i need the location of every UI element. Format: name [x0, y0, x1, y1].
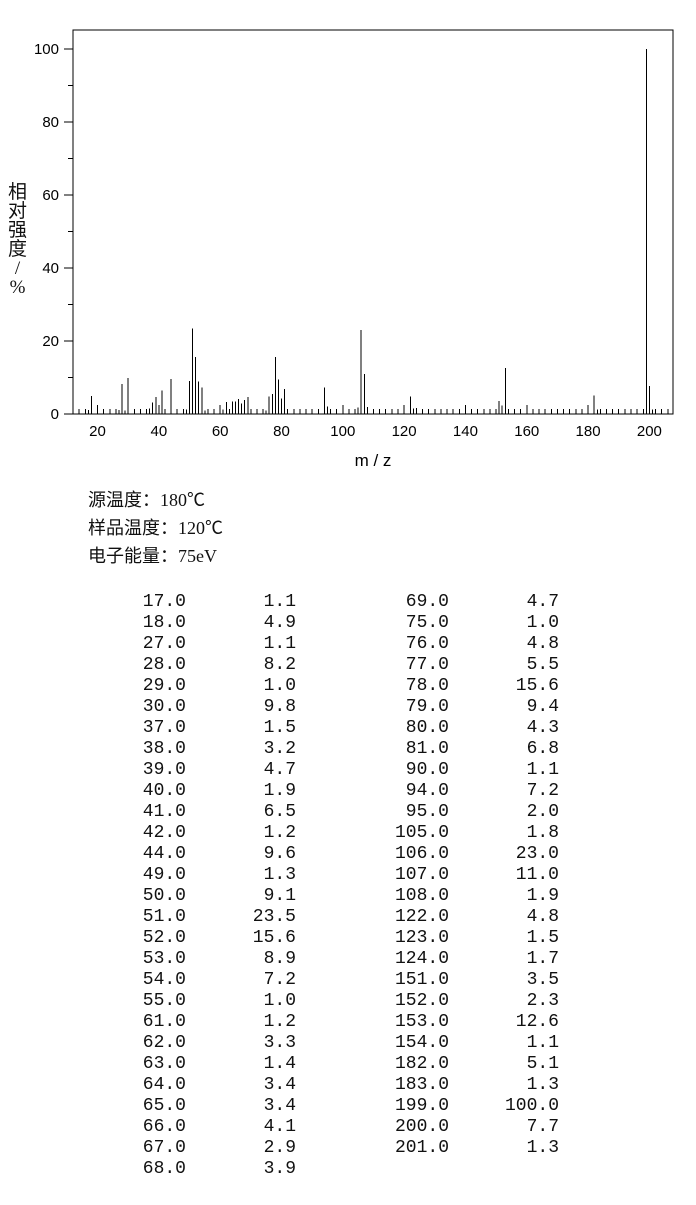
svg-text:40: 40	[42, 260, 59, 277]
svg-text:0: 0	[51, 406, 59, 423]
svg-text:80: 80	[42, 114, 59, 131]
svg-text:140: 140	[453, 423, 478, 440]
svg-text:180: 180	[576, 423, 601, 440]
svg-text:60: 60	[42, 187, 59, 204]
svg-text:100: 100	[34, 41, 59, 58]
svg-text:160: 160	[514, 423, 539, 440]
svg-text:20: 20	[42, 333, 59, 350]
svg-text:40: 40	[151, 423, 168, 440]
svg-text:100: 100	[330, 423, 355, 440]
svg-text:m / z: m / z	[355, 451, 392, 470]
svg-text:20: 20	[89, 423, 106, 440]
svg-text:200: 200	[637, 423, 662, 440]
svg-text:60: 60	[212, 423, 229, 440]
svg-text:120: 120	[392, 423, 417, 440]
svg-text:80: 80	[273, 423, 290, 440]
